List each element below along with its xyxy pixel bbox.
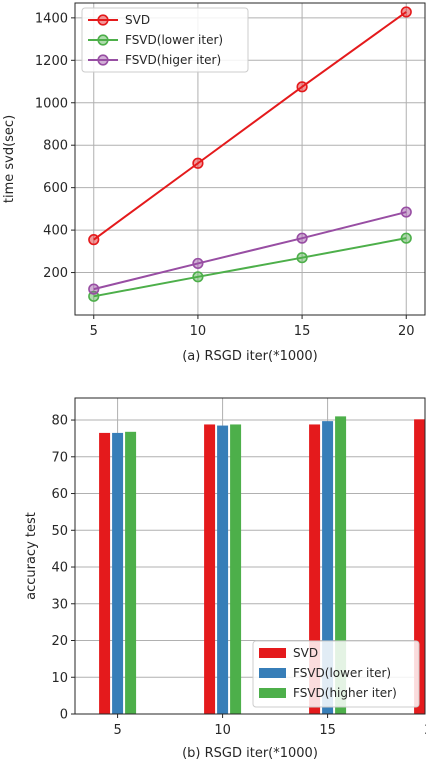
y-axis-label: accuracy test	[24, 512, 39, 600]
data-point	[400, 206, 412, 218]
legend-swatch	[259, 688, 286, 698]
y-tick-label: 70	[51, 450, 68, 465]
plot-frame	[74, 2, 426, 316]
x-tick-label: 20	[424, 723, 426, 738]
series-line	[93, 211, 407, 291]
data-point	[296, 232, 308, 244]
y-tick-label: 20	[51, 634, 68, 649]
y-tick-label: 10	[51, 671, 68, 686]
x-tick-label: 5	[90, 324, 98, 339]
legend-swatch	[259, 668, 286, 678]
bar	[309, 424, 321, 714]
bar	[414, 419, 426, 714]
bar	[217, 425, 229, 714]
data-point	[296, 252, 308, 264]
legend-label: FSVD(higer iter)	[125, 53, 221, 67]
legend-label: FSVD(higher iter)	[293, 686, 397, 700]
y-tick-label: 600	[43, 181, 68, 196]
legend-box	[252, 640, 420, 708]
data-point	[88, 283, 100, 295]
legend-marker	[97, 14, 109, 26]
y-tick-label: 1000	[35, 96, 68, 111]
series-line	[93, 11, 407, 241]
bar	[230, 424, 242, 714]
legend-label: FSVD(lower iter)	[125, 33, 223, 47]
x-axis-label: (a) RSGD iter(*1000)	[182, 349, 318, 364]
data-point	[88, 234, 100, 246]
y-tick-label: 400	[43, 224, 68, 239]
legend-box	[81, 7, 249, 73]
bar	[335, 416, 347, 714]
data-point	[192, 271, 204, 283]
y-tick-label: 30	[51, 597, 68, 612]
legend-marker	[97, 34, 109, 46]
y-tick-label: 800	[43, 139, 68, 154]
y-axis: 200 400 600 800 1000 1200 1400	[35, 11, 75, 281]
y-tick-label: 60	[51, 487, 68, 502]
bar	[112, 432, 124, 714]
y-tick-label: 1200	[35, 54, 68, 69]
x-axis-label: (b) RSGD iter(*1000)	[182, 746, 318, 761]
x-tick-label: 10	[190, 324, 207, 339]
x-tick-label: 15	[319, 723, 336, 738]
bar	[204, 424, 216, 714]
data-point	[192, 257, 204, 270]
y-tick-label: 0	[60, 708, 68, 723]
line-chart: 5 10 15 20 200 400 600 800 1000 1200 1400 (a) RSG…	[2, 2, 426, 364]
x-tick-label: 20	[398, 324, 415, 339]
bar	[99, 432, 111, 714]
legend-marker	[97, 54, 109, 66]
data-point	[400, 6, 412, 18]
bars	[99, 416, 426, 714]
legend-label: FSVD(lower iter)	[293, 666, 391, 680]
x-tick-label: 15	[294, 324, 311, 339]
x-tick-label: 5	[113, 723, 121, 738]
y-axis-label: time svd(sec)	[2, 115, 17, 203]
bar	[125, 431, 137, 714]
x-axis: 5 10 15 20	[113, 714, 426, 738]
y-tick-label: 50	[51, 524, 68, 539]
legend: SVD FSVD(lower iter) FSVD(higher iter)	[252, 640, 420, 708]
plot-frame	[74, 397, 426, 715]
y-axis: 0 10 20 30 40 50 60 70 80	[51, 414, 75, 723]
data-point	[296, 81, 308, 93]
legend-label: SVD	[125, 13, 150, 27]
legend: SVD FSVD(lower iter) FSVD(higer iter)	[81, 7, 249, 73]
series-lines	[88, 6, 412, 302]
legend-swatch	[259, 648, 286, 658]
legend-label: SVD	[293, 646, 318, 660]
series-line	[93, 237, 407, 298]
y-tick-label: 1400	[35, 11, 68, 26]
bar	[322, 421, 334, 714]
y-tick-label: 200	[43, 266, 68, 281]
x-tick-label: 10	[214, 723, 231, 738]
y-tick-label: 80	[51, 414, 68, 429]
data-point	[192, 157, 204, 169]
bar-chart: 5 10 15 20 0 10 20 30 40 50 60 70 80 (b) RSGD iter(…	[24, 397, 426, 761]
y-tick-label: 40	[51, 561, 68, 576]
data-point	[400, 232, 412, 244]
x-axis: 5 10 15 20	[90, 315, 415, 339]
